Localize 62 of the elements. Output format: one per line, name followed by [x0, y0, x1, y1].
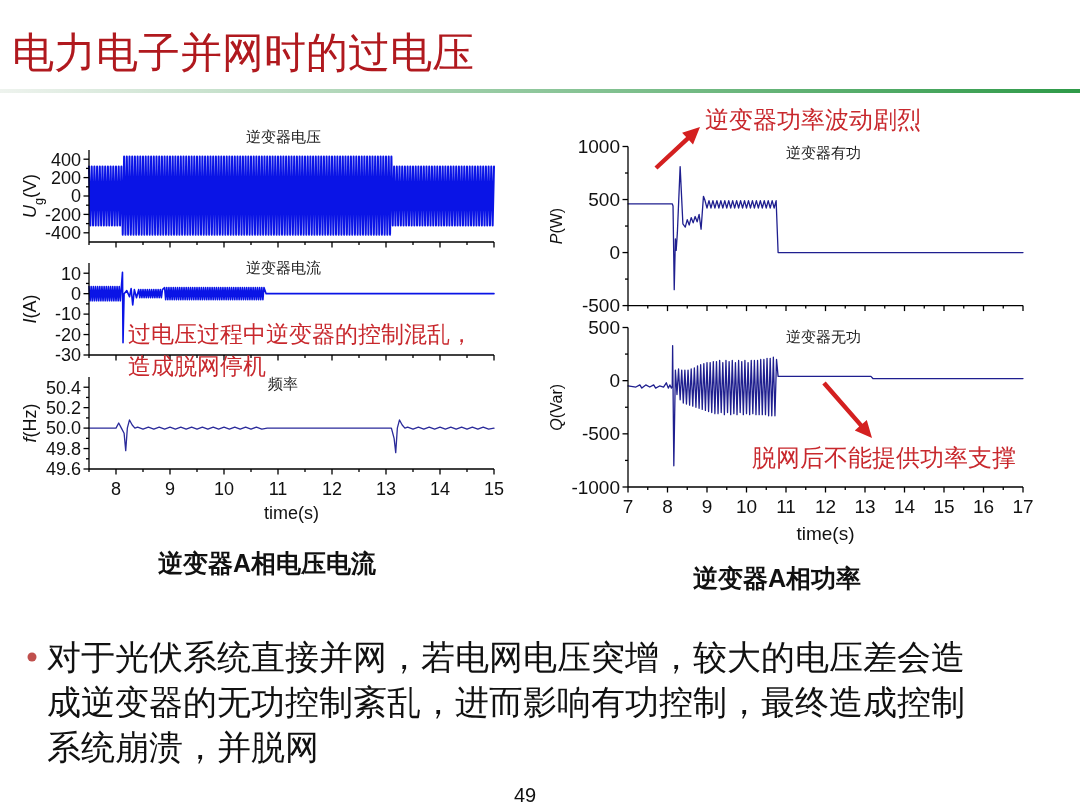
text: 电力电子并网时的过电压 [12, 29, 474, 76]
y-axis-title: P(W) [547, 207, 565, 245]
y-axis-title: I(A) [20, 294, 41, 324]
x-axis-title: time(s) [264, 503, 319, 523]
y-axis-title: Q(Var) [547, 383, 565, 431]
y-tick-label: 1000 [577, 136, 620, 158]
text: 对于光伏系统直接并网，若电网电压突增，较大的电压差会造成逆变器的无功控制紊乱，进而影响有功控制，最终造成控制系统崩溃，并脱网 [47, 638, 965, 766]
x-tick-label: 8 [662, 496, 673, 517]
text: 逆变器功率波动剧烈 [705, 106, 921, 133]
text: 逆变器A相功率 [692, 564, 862, 592]
y-tick-label: -10 [54, 304, 81, 325]
x-tick-label: 17 [1012, 496, 1034, 517]
y-tick-label: 50.0 [45, 418, 81, 439]
line-series [627, 166, 1024, 291]
annotation: 脱网后不能提供功率支撑 [752, 444, 1016, 471]
x-tick-label: 9 [164, 479, 176, 499]
chart-title: 逆变器无功 [785, 329, 861, 345]
text: 逆变器A相电压电流 [157, 549, 378, 577]
x-tick-label: 15 [483, 479, 505, 499]
line-series [88, 419, 495, 454]
chart-title: 逆变器电流 [245, 260, 321, 276]
x-tick-label: 10 [213, 479, 235, 499]
y-tick-label: -1000 [571, 476, 620, 498]
x-tick-label: 7 [622, 496, 634, 517]
chart-title: 逆变器电压 [245, 129, 321, 145]
x-tick-label: 15 [933, 496, 955, 517]
line-series [88, 155, 495, 236]
chart-title: 逆变器有功 [785, 145, 861, 161]
x-tick-label: 11 [268, 479, 288, 499]
x-tick-label: 14 [893, 496, 916, 517]
y-tick-label: 0 [70, 283, 81, 304]
x-tick-label: 12 [814, 496, 837, 517]
x-axis-title: time(s) [796, 523, 855, 544]
text: 49 [513, 784, 537, 806]
x-tick-label: 13 [854, 496, 876, 517]
y-tick-label: 10 [60, 263, 81, 284]
x-tick-label: 13 [375, 479, 397, 499]
x-tick-label: 12 [321, 479, 343, 499]
x-tick-label: 10 [735, 496, 758, 517]
y-tick-label: 0 [609, 370, 620, 392]
y-axis-title: f(Hz) [20, 403, 41, 443]
x-tick-label: 16 [972, 496, 995, 517]
x-tick-label: 11 [776, 496, 796, 517]
y-tick-label: 49.8 [45, 438, 81, 459]
x-tick-label: 9 [701, 496, 713, 517]
y-tick-label: -500 [581, 423, 620, 445]
y-tick-label: -200 [44, 204, 81, 225]
y-tick-label: 0 [70, 186, 81, 207]
y-tick-label: 500 [588, 189, 620, 211]
y-tick-label: -500 [581, 295, 620, 317]
y-tick-label: 50.2 [45, 397, 81, 418]
y-tick-label: 400 [50, 149, 81, 170]
y-tick-label: -400 [44, 223, 81, 244]
y-tick-label: -20 [54, 324, 81, 345]
y-tick-label: 49.6 [45, 459, 81, 480]
y-tick-label: 500 [588, 317, 620, 339]
y-tick-label: 0 [609, 242, 620, 264]
x-tick-label: 14 [429, 479, 451, 499]
y-tick-label: 200 [50, 167, 81, 188]
y-tick-label: 50.4 [45, 377, 81, 398]
x-tick-label: 8 [110, 479, 122, 499]
y-tick-label: -30 [54, 345, 81, 366]
